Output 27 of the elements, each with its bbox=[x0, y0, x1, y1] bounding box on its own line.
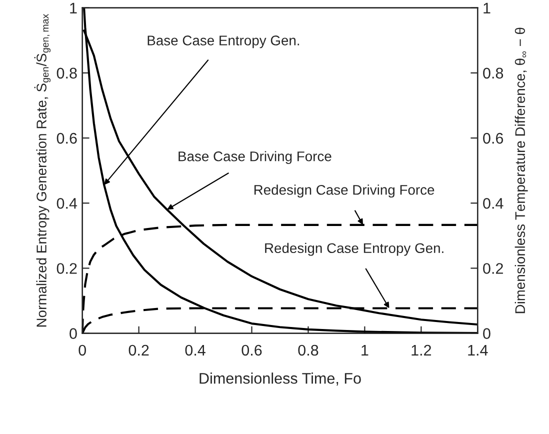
x-tick-label: 1.2 bbox=[412, 344, 432, 356]
y-tick-label: 0 bbox=[70, 328, 77, 339]
x-tick-label: 0.2 bbox=[128, 344, 149, 356]
annotation: Redesign Case Driving Force bbox=[254, 184, 434, 198]
y2-tick-label: 1 bbox=[484, 2, 490, 14]
x-tick-label: 0.6 bbox=[242, 344, 262, 356]
x-tick-label: 1 bbox=[362, 344, 368, 356]
y-axis-title: Normalized Entropy Generation Rate, Ṡ$_{gen}$/Ṡ$_{gen,max}$ bbox=[34, 14, 51, 327]
y-tick-label: 0.2 bbox=[56, 263, 77, 274]
x-tick-label: 1.4 bbox=[468, 344, 488, 356]
annotation: Base Case Entropy Gen. bbox=[148, 36, 300, 48]
y2-axis-title: Dimensionless Temperature Difference, θ$_{∞}$ − θ bbox=[514, 28, 528, 314]
x-tick-label: 0.8 bbox=[298, 344, 318, 356]
x-tick-label: 0.4 bbox=[185, 344, 206, 356]
annotation: Redesign Case Entropy Gen. bbox=[265, 242, 444, 256]
annotation: Base Case Driving Force bbox=[178, 151, 332, 164]
y-tick-label: 0.4 bbox=[56, 198, 78, 209]
y-tick-label: 0.8 bbox=[56, 68, 77, 79]
y2-tick-label: 0.6 bbox=[483, 132, 504, 144]
x-axis-title: Dimensionless Time, Fo bbox=[200, 372, 361, 386]
y2-tick-label: 0.4 bbox=[483, 198, 504, 209]
y2-tick-label: 0 bbox=[483, 328, 490, 339]
y-tick-label: 1 bbox=[70, 2, 77, 14]
x-tick-label: 0 bbox=[78, 344, 86, 356]
y-tick-label: 0.6 bbox=[56, 132, 77, 144]
y2-tick-label: 0.2 bbox=[483, 263, 503, 274]
y2-tick-label: 0.8 bbox=[483, 68, 504, 79]
